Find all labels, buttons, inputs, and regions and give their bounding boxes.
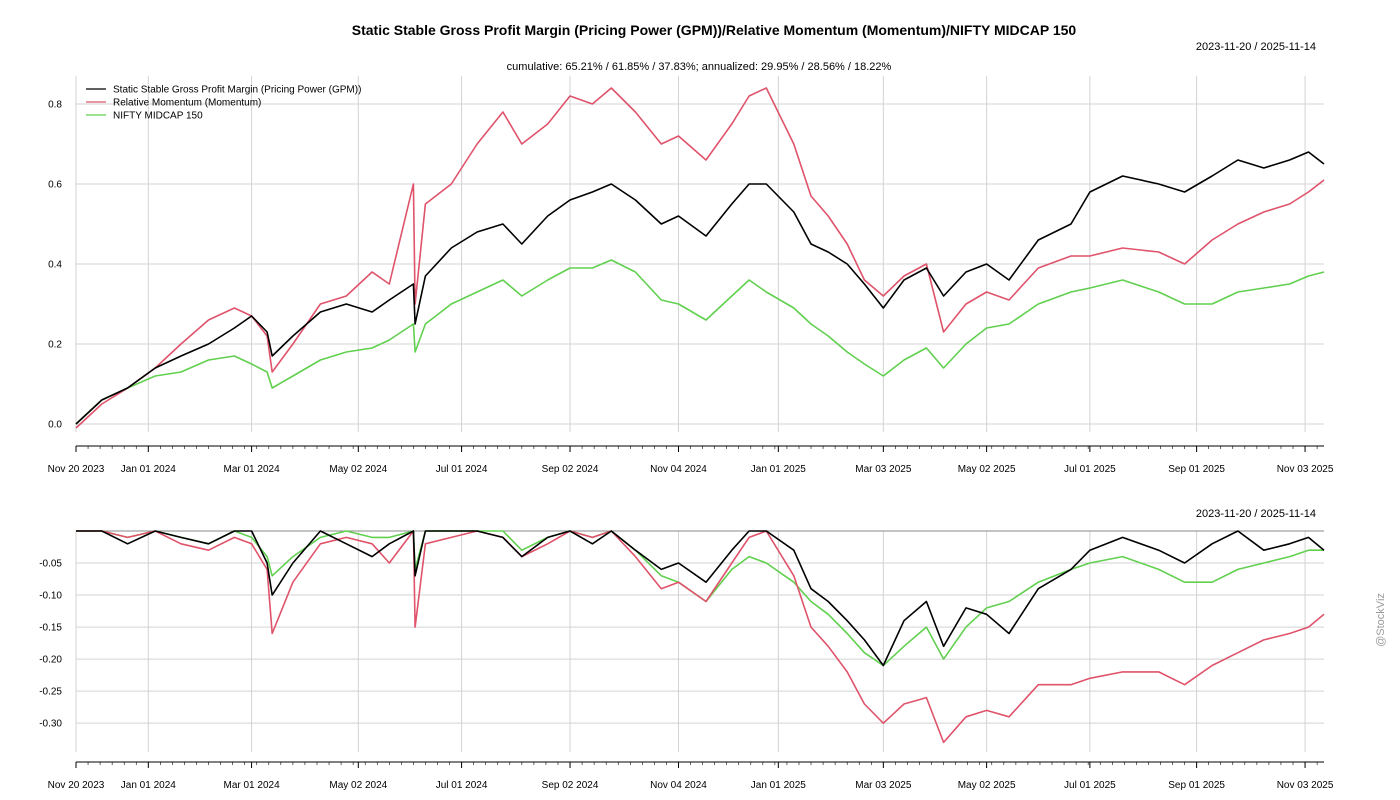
x-tick-label: May 02 2025 — [958, 780, 1016, 791]
y-tick-label: -0.05 — [39, 559, 62, 570]
x-tick-label: Mar 03 2025 — [855, 464, 912, 475]
y-tick-label: 0.8 — [48, 100, 62, 111]
chart-subtitle: cumulative: 65.21% / 61.85% / 37.83%; an… — [507, 61, 892, 73]
legend-label-nifty: NIFTY MIDCAP 150 — [113, 111, 203, 122]
x-tick-label: Nov 03 2025 — [1277, 780, 1334, 791]
x-tick-label: Jan 01 2025 — [751, 780, 806, 791]
drawdown-panel: Nov 20 2023 Jan 01 2024 Mar 01 2024 May 02 … — [39, 530, 1334, 791]
series-line-momentum — [75, 87, 1325, 429]
y-tick-label: -0.25 — [39, 687, 62, 698]
x-tick-label: Jul 01 2024 — [436, 780, 488, 791]
x-tick-label: Nov 04 2024 — [650, 464, 707, 475]
drawdown-date-range: 2023-11-20 / 2025-11-14 — [1196, 508, 1316, 520]
x-tick-label: May 02 2025 — [958, 464, 1016, 475]
chart-title: Static Stable Gross Profit Margin (Prici… — [352, 22, 1077, 38]
legend-label-momentum: Relative Momentum (Momentum) — [113, 98, 261, 109]
cumulative-panel: Nov 20 2023 Jan 01 2024 Mar 01 2024 May 02 … — [48, 76, 1334, 475]
y-tick-label: 0.0 — [48, 420, 62, 431]
x-tick-label: Jul 01 2024 — [436, 464, 488, 475]
x-tick-label: May 02 2024 — [329, 780, 387, 791]
y-tick-label: -0.15 — [39, 623, 62, 634]
series-line-momentum — [76, 530, 1325, 744]
y-tick-label: 0.6 — [48, 180, 62, 191]
series-line-gpm — [75, 151, 1325, 425]
x-tick-label: Jan 01 2024 — [121, 464, 176, 475]
series-line-gpm — [76, 530, 1325, 667]
x-tick-label: Nov 20 2023 — [48, 464, 105, 475]
y-tick-label: -0.10 — [39, 591, 62, 602]
y-tick-label: -0.30 — [39, 719, 62, 730]
y-tick-label: -0.20 — [39, 655, 62, 666]
x-tick-label: Nov 20 2023 — [48, 780, 105, 791]
x-tick-label: Jan 01 2025 — [751, 464, 806, 475]
x-tick-label: Mar 03 2025 — [855, 780, 912, 791]
x-tick-label: Sep 02 2024 — [542, 780, 599, 791]
x-tick-label: Jul 01 2025 — [1064, 780, 1116, 791]
x-tick-label: Sep 02 2024 — [542, 464, 599, 475]
legend-label-gpm: Static Stable Gross Profit Margin (Prici… — [113, 85, 361, 96]
series-line-nifty — [75, 259, 1325, 425]
x-tick-label: Jan 01 2024 — [121, 780, 176, 791]
x-tick-label: Mar 01 2024 — [224, 780, 281, 791]
y-tick-label: 0.4 — [48, 260, 62, 271]
top-date-range: 2023-11-20 / 2025-11-14 — [1196, 41, 1316, 53]
x-tick-label: Sep 01 2025 — [1168, 464, 1225, 475]
x-tick-label: Jul 01 2025 — [1064, 464, 1116, 475]
x-tick-label: Sep 01 2025 — [1168, 780, 1225, 791]
x-tick-label: Nov 03 2025 — [1277, 464, 1334, 475]
x-tick-label: Nov 04 2024 — [650, 780, 707, 791]
x-tick-label: Mar 01 2024 — [224, 464, 281, 475]
y-tick-label: 0.2 — [48, 340, 62, 351]
x-tick-label: May 02 2024 — [329, 464, 387, 475]
watermark: @StockViz — [1375, 593, 1387, 647]
